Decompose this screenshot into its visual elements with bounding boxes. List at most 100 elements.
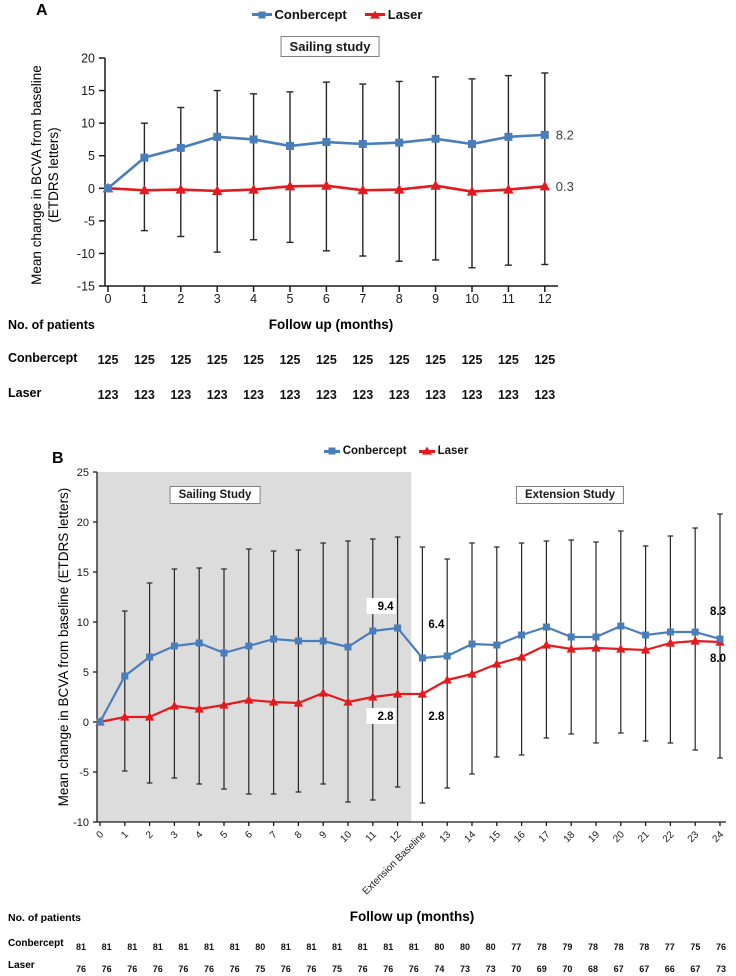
x-tick-label: 1 — [141, 292, 148, 306]
y-axis-title-a-line2: (ETDRS letters) — [46, 127, 61, 223]
annotation-value: 6.4 — [428, 619, 445, 631]
x-tick-label: 9 — [318, 829, 330, 841]
x-tick-label: 15 — [487, 829, 503, 845]
patient-count-conbercept: 80 — [486, 942, 496, 952]
data-point-square-conbercept — [245, 642, 253, 650]
data-point-triangle-laser — [268, 697, 279, 706]
data-point-square-conbercept — [286, 141, 294, 150]
patient-count-conbercept: 81 — [153, 942, 163, 952]
data-point-triangle-laser — [169, 701, 180, 710]
patient-count-laser: 123 — [280, 388, 301, 402]
patient-count-laser: 76 — [153, 964, 163, 974]
patient-count-laser: 67 — [690, 964, 700, 974]
patient-count-conbercept: 81 — [230, 942, 240, 952]
x-axis-title-b: Follow up (months) — [349, 909, 475, 924]
data-point-triangle-laser — [417, 689, 428, 698]
y-tick-label: -5 — [84, 214, 95, 228]
data-point-square-conbercept — [666, 628, 674, 636]
data-point-square-conbercept — [518, 631, 526, 639]
y-tick-label: 15 — [77, 567, 89, 579]
x-tick-label: 10 — [465, 292, 479, 306]
patient-count-conbercept: 81 — [204, 942, 214, 952]
data-point-triangle-laser — [516, 652, 527, 661]
x-axis-title-a: Follow up (months) — [268, 317, 394, 332]
y-tick-label: -10 — [77, 247, 95, 261]
data-point-square-conbercept — [617, 622, 625, 630]
patient-count-laser: 76 — [102, 964, 112, 974]
patient-count-conbercept: 125 — [534, 353, 555, 367]
panel-b-letter: B — [52, 450, 64, 467]
data-point-square-conbercept — [249, 135, 258, 144]
data-point-triangle-laser — [665, 638, 676, 647]
patient-count-laser: 76 — [409, 964, 419, 974]
data-point-triangle-laser — [430, 180, 441, 190]
patient-count-laser: 75 — [255, 964, 265, 974]
x-tick-label: 1 — [119, 829, 131, 841]
data-point-triangle-laser — [503, 184, 514, 194]
patient-count-conbercept: 81 — [358, 942, 368, 952]
patient-count-conbercept: 78 — [639, 942, 649, 952]
data-point-square-conbercept — [716, 635, 724, 643]
data-point-triangle-laser — [211, 185, 223, 195]
legend-a: Conbercept Laser — [0, 7, 736, 22]
y-tick-label: -10 — [73, 817, 89, 829]
patient-count-conbercept: 78 — [588, 942, 598, 952]
data-point-square-conbercept — [394, 624, 402, 632]
x-tick-label: 0 — [105, 292, 112, 306]
patient-count-laser: 123 — [134, 388, 155, 402]
data-point-square-conbercept — [443, 652, 451, 660]
data-point-triangle-laser — [640, 645, 651, 654]
legend-item-conbercept: Conbercept — [251, 7, 347, 22]
data-point-triangle-laser — [591, 643, 601, 652]
patient-count-laser: 123 — [534, 388, 555, 402]
patient-count-conbercept: 125 — [462, 353, 483, 367]
patient-count-laser: 68 — [588, 964, 598, 974]
x-tick-label: 11 — [364, 829, 379, 844]
y-axis-title-a: Mean change in BCVA from baseline (ETDRS… — [28, 58, 62, 292]
patient-count-laser: 75 — [332, 964, 342, 974]
data-point-square-conbercept — [540, 130, 549, 139]
data-point-triangle-laser — [175, 184, 187, 194]
data-point-triangle-laser — [139, 184, 150, 195]
x-tick-label: 6 — [323, 292, 330, 306]
annotation-value: 8.3 — [710, 606, 726, 618]
y-tick-label: -15 — [77, 280, 95, 294]
annotation-value: 8.0 — [710, 653, 726, 665]
patient-count-laser: 76 — [178, 964, 188, 974]
patient-count-laser: 67 — [614, 964, 624, 974]
legend-label-conbercept: Conbercept — [274, 7, 347, 22]
x-tick-label: 0 — [94, 829, 106, 841]
patient-count-conbercept: 125 — [389, 353, 410, 367]
data-point-triangle-laser — [357, 184, 369, 195]
x-tick-label: 8 — [396, 292, 403, 306]
data-point-square-conbercept — [369, 627, 377, 635]
triangle-marker-icon — [421, 446, 432, 455]
patient-count-conbercept: 125 — [498, 353, 519, 367]
y-axis-title-b: Mean change in BCVA from baseline (ETDRS… — [56, 487, 71, 807]
square-marker-icon — [258, 11, 266, 18]
patient-count-laser: 123 — [498, 388, 519, 402]
data-point-triangle-laser — [616, 644, 626, 653]
patient-count-conbercept: 125 — [134, 353, 155, 367]
x-tick-label: 17 — [537, 829, 553, 845]
x-tick-label: 21 — [636, 829, 652, 845]
data-point-triangle-laser — [566, 644, 576, 653]
patient-count-laser: 73 — [460, 964, 470, 974]
patient-count-laser: 76 — [306, 964, 316, 974]
sailing-study-title-box: Sailing study — [280, 36, 380, 57]
patient-row-label-conbercept-b: Conbercept — [8, 938, 64, 949]
data-point-square-conbercept — [140, 153, 149, 162]
series-line-conbercept — [99, 624, 721, 723]
patient-count-conbercept: 76 — [716, 942, 726, 952]
data-point-square-conbercept — [176, 143, 185, 152]
patient-count-laser: 76 — [383, 964, 393, 974]
patient-count-conbercept: 77 — [665, 942, 675, 952]
patient-count-conbercept: 125 — [280, 353, 301, 367]
patient-count-laser: 76 — [281, 964, 291, 974]
patient-count-laser: 123 — [207, 388, 228, 402]
patient-count-laser: 76 — [204, 964, 214, 974]
data-point-triangle-laser — [194, 704, 204, 713]
data-point-triangle-laser — [284, 180, 296, 191]
data-point-triangle-laser — [368, 692, 378, 701]
panel-b: B Conbercept Laser Sailing Study Extensi… — [0, 430, 736, 976]
